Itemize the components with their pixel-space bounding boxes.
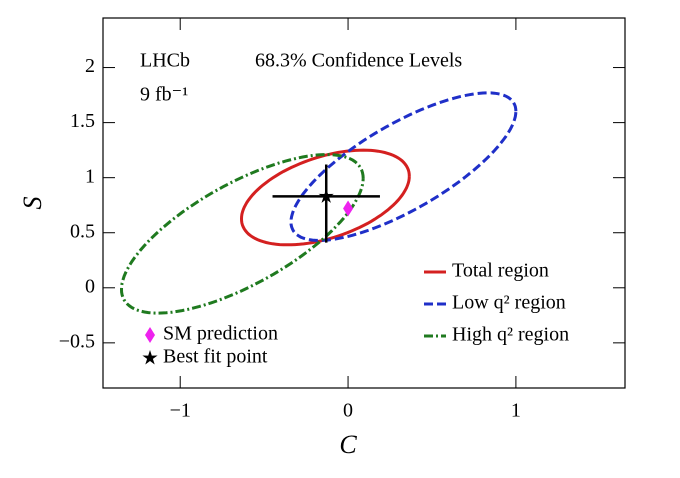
annotation: LHCb: [140, 50, 190, 72]
contour: [289, 91, 518, 242]
y-tick-label: 2: [85, 55, 95, 77]
x-tick-label: 1: [511, 400, 521, 422]
legend-label: High q² region: [452, 324, 569, 346]
legend-label: Total region: [452, 260, 549, 282]
y-axis-label: S: [18, 197, 47, 210]
annotation: 68.3% Confidence Levels: [255, 50, 462, 72]
y-tick-label: −0.5: [59, 330, 95, 352]
contour: [239, 148, 411, 247]
contour: [119, 153, 365, 315]
point: [318, 188, 334, 203]
legend-marker: [142, 350, 158, 365]
y-tick-label: 1: [85, 165, 95, 187]
y-tick-label: 1.5: [70, 110, 95, 132]
legend-label: Best fit point: [163, 346, 268, 368]
x-tick-label: −1: [170, 400, 191, 422]
point: [343, 200, 354, 217]
y-tick-label: 0: [85, 275, 95, 297]
annotation: 9 fb⁻¹: [140, 84, 188, 106]
y-tick-label: 0.5: [70, 220, 95, 242]
legend-label: Low q² region: [452, 292, 566, 314]
legend-marker: [145, 327, 155, 343]
x-axis-label: C: [339, 430, 357, 459]
plot-frame: [102, 17, 626, 389]
legend-label: SM prediction: [163, 323, 278, 345]
x-tick-label: 0: [343, 400, 353, 422]
